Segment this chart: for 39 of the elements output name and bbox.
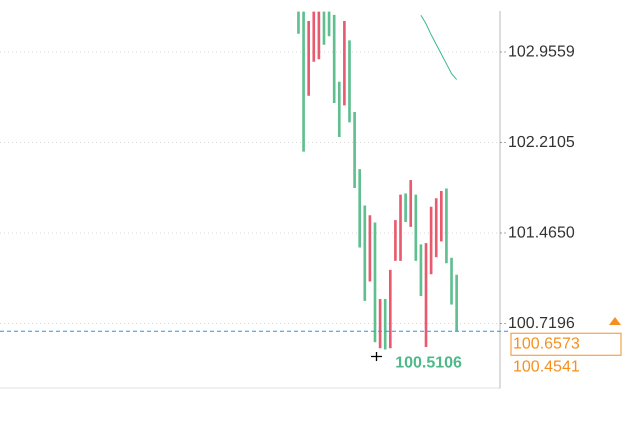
candlestick [322, 12, 326, 45]
candlestick [353, 112, 356, 188]
candlestick [424, 243, 428, 348]
candlestick [404, 193, 407, 222]
candlestick [414, 194, 418, 261]
candlestick [394, 220, 397, 261]
candlestick [388, 270, 392, 348]
candlestick [450, 258, 453, 305]
candlestick [374, 222, 376, 342]
y-tick-label: 100.7196 [508, 315, 575, 332]
candlestick [318, 12, 320, 60]
candlestick [445, 188, 448, 264]
candlestick [420, 244, 422, 296]
candlestick [384, 299, 387, 350]
candlestick [434, 198, 438, 258]
candlestick [348, 40, 351, 122]
candlestick [368, 215, 372, 282]
candlestick [430, 206, 432, 274]
candlestick [440, 190, 443, 242]
candlestick [363, 206, 366, 301]
candlestick [328, 12, 330, 36]
candlestick [332, 14, 336, 103]
candlestick [378, 299, 382, 348]
y-tick-label: 101.4650 [508, 224, 575, 242]
candlestick [358, 169, 362, 248]
candlestick [399, 194, 402, 261]
ref-line-label: 100.6573 [513, 336, 580, 353]
candlestick [312, 12, 316, 62]
y-tick-label: 102.9559 [508, 44, 575, 61]
candlestick [307, 20, 310, 96]
candlestick [409, 180, 412, 227]
candlestick [343, 20, 346, 106]
candlestick [338, 82, 341, 137]
annotation: 100.5106 [395, 354, 462, 372]
text: 100.4541 [513, 358, 580, 376]
y-tick-label: 102.2105 [508, 134, 575, 152]
candlestick [455, 274, 458, 332]
candlestick [297, 12, 300, 34]
candlestick [302, 12, 305, 152]
